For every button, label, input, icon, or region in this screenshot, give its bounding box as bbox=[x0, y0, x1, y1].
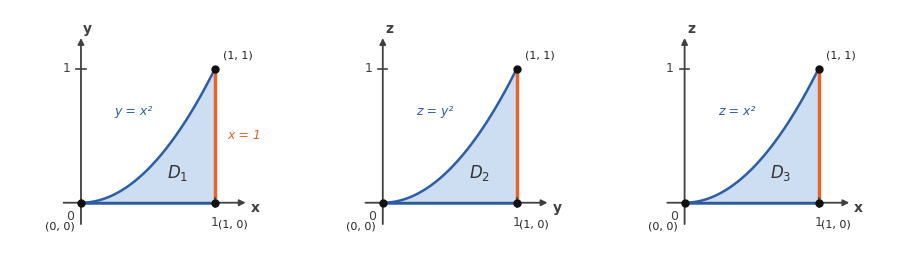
Text: 0: 0 bbox=[670, 210, 678, 222]
Text: z = y²: z = y² bbox=[416, 105, 454, 118]
Text: (1, 0): (1, 0) bbox=[821, 219, 850, 229]
Text: 1: 1 bbox=[666, 62, 674, 75]
Text: 1: 1 bbox=[814, 216, 823, 229]
Text: 1: 1 bbox=[62, 62, 70, 75]
Text: 0: 0 bbox=[67, 210, 75, 222]
Text: x: x bbox=[251, 201, 260, 215]
Text: (1, 1): (1, 1) bbox=[525, 50, 555, 60]
Text: (1, 0): (1, 0) bbox=[520, 219, 549, 229]
Text: (0, 0): (0, 0) bbox=[346, 222, 376, 232]
Text: 1: 1 bbox=[512, 216, 521, 229]
Text: y: y bbox=[84, 22, 93, 35]
Text: (1, 1): (1, 1) bbox=[223, 50, 253, 60]
Text: $D_{3}$: $D_{3}$ bbox=[770, 163, 792, 183]
Text: z: z bbox=[386, 22, 394, 35]
Text: z = x²: z = x² bbox=[718, 105, 755, 118]
Text: (0, 0): (0, 0) bbox=[648, 222, 678, 232]
Text: z: z bbox=[688, 22, 695, 35]
Text: $D_{2}$: $D_{2}$ bbox=[468, 163, 490, 183]
Text: (1, 0): (1, 0) bbox=[218, 219, 247, 229]
Text: 1: 1 bbox=[364, 62, 372, 75]
Text: y = x²: y = x² bbox=[114, 105, 153, 118]
Text: (0, 0): (0, 0) bbox=[45, 222, 75, 232]
Text: x: x bbox=[854, 201, 863, 215]
Text: (1, 1): (1, 1) bbox=[826, 50, 856, 60]
Text: 1: 1 bbox=[211, 216, 218, 229]
Text: 0: 0 bbox=[368, 210, 376, 222]
Text: x = 1: x = 1 bbox=[227, 129, 261, 142]
Text: $D_{1}$: $D_{1}$ bbox=[167, 163, 188, 183]
Text: y: y bbox=[553, 201, 562, 215]
